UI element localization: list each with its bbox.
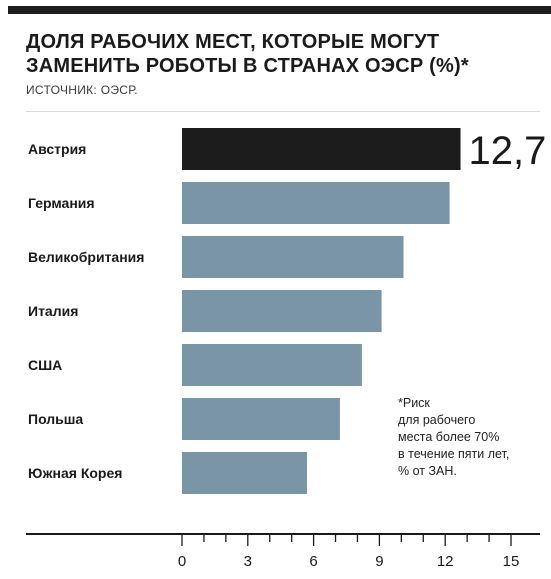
bar-6: [182, 398, 340, 440]
category-label: Южная Корея: [28, 465, 122, 481]
tick-label: 15: [503, 553, 520, 570]
category-label: США: [28, 357, 62, 373]
category-label: Италия: [28, 303, 78, 319]
bar-5: [182, 344, 362, 386]
bar-1: [182, 128, 461, 170]
tick-label: 6: [309, 553, 317, 570]
category-label: Польша: [28, 411, 83, 427]
category-label: Германия: [28, 195, 95, 211]
tick-label: 9: [375, 553, 383, 570]
bar-2: [182, 182, 450, 224]
chart-title: ДОЛЯ РАБОЧИХ МЕСТ, КОТОРЫЕ МОГУТ ЗАМЕНИТ…: [26, 31, 469, 77]
bar-7: [182, 452, 308, 494]
category-label: Австрия: [28, 141, 86, 157]
divider: [26, 111, 540, 112]
bar-3: [182, 236, 404, 278]
category-label: Великобритания: [28, 249, 144, 265]
source-note: ИСТОЧНИК: ОЭСР.: [26, 83, 138, 97]
top-rule: [8, 6, 551, 14]
tick-label: 12: [437, 553, 454, 570]
highlight-value-label: 12,7: [469, 129, 547, 173]
footnote: *Риск для рабочего места более 70% в теч…: [398, 396, 510, 478]
tick-label: 0: [178, 553, 186, 570]
bar-4: [182, 290, 382, 332]
tick-label: 3: [244, 553, 252, 570]
